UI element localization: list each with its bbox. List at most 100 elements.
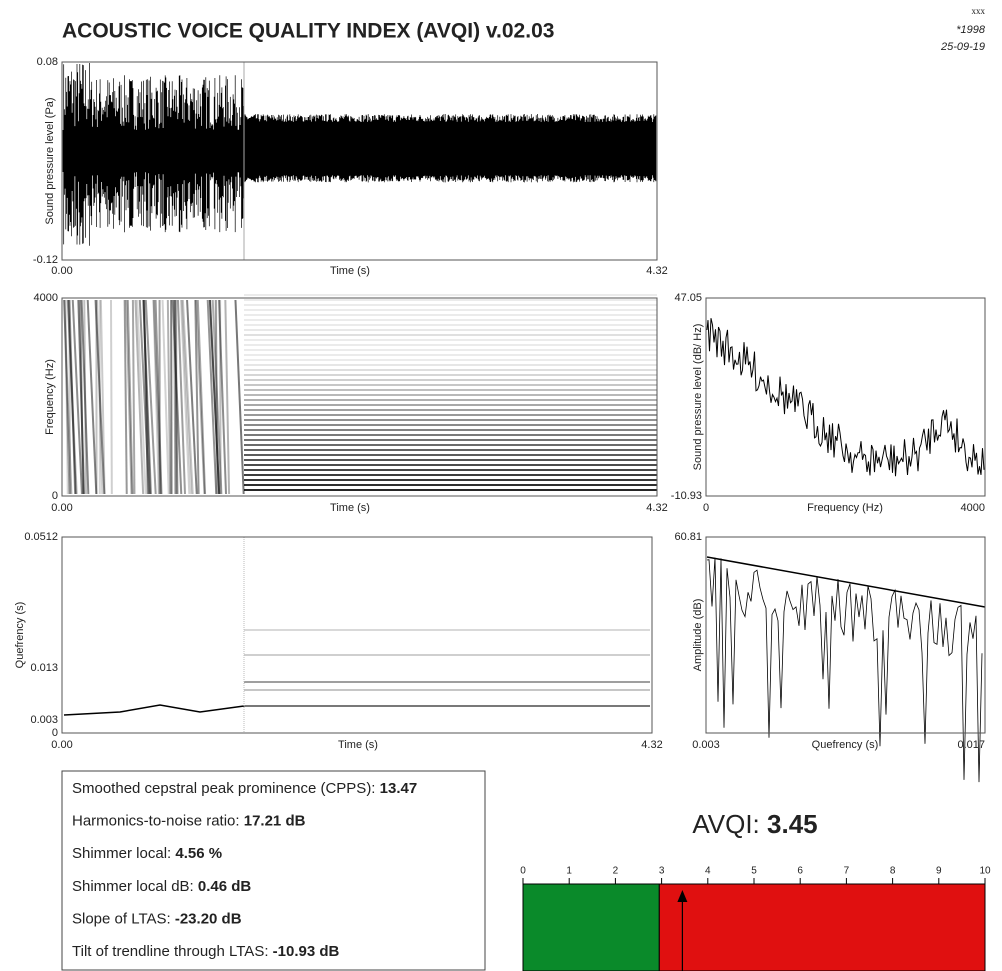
formant [214,299,219,495]
measure-label: Harmonics-to-noise ratio: [72,813,240,830]
spectrogram-plot [63,294,657,495]
axis-label: 4.32 [641,739,662,751]
axis-label: 0 [703,502,709,514]
trendline [706,556,986,608]
axis-label: 0.013 [30,662,58,674]
axis-title: Time (s) [338,739,378,751]
axis-label: -10.93 [671,490,702,502]
formant [224,299,231,495]
measure-value: -10.93 dB [273,943,340,960]
formant [80,299,90,495]
formant [161,299,170,495]
axis-label: 4000 [961,502,985,514]
scale-tick-label: 5 [751,866,757,877]
measure-value: 17.21 dB [244,813,306,830]
frame [61,61,658,261]
axis-label: 0.003 [692,739,720,751]
avqi-scale: 0 1 2 3 4 5 6 7 8 9 10 [520,866,991,971]
range-green [522,883,660,971]
measure-label: Shimmer local: [72,845,171,862]
axis-label: 4000 [34,292,58,304]
formant [173,299,179,495]
scale-tick-label: 4 [705,866,711,877]
axis-title: Time (s) [330,502,370,514]
formant [186,299,198,495]
formant [134,299,145,495]
measure-value: 13.47 [380,780,418,797]
frame [705,536,986,734]
axis-label: 0.00 [51,265,72,277]
formant [68,299,77,495]
measure-value: 4.56 % [175,845,222,862]
formant [194,299,200,495]
scale-tick-label: 6 [797,866,803,877]
formant [109,299,113,495]
axis-title: Sound pressure level (dB/ Hz) [692,324,704,471]
title: ACOUSTIC VOICE QUALITY INDEX (AVQI) v.02… [62,20,554,43]
axis-label: 47.05 [674,292,702,304]
formant [71,299,83,495]
formant [131,299,136,495]
cepstrum-plot [706,556,986,783]
formant [152,299,162,495]
scale-tick-label: 9 [936,866,942,877]
avqi-arrowhead [677,890,688,902]
axis-label: 0.003 [30,714,58,726]
range-red [658,883,986,971]
axis-title: Frequency (Hz) [807,502,883,514]
axis-label: 0.00 [51,502,72,514]
formant [208,299,221,495]
cepstrogram-plot [63,537,650,733]
frame [705,297,986,497]
formant [142,299,152,495]
formant [234,299,245,495]
scale-tick-label: 10 [979,866,991,877]
formant [154,299,163,495]
measure: Smoothed cepstral peak prominence (CPPS)… [72,780,417,797]
scale-tick-label: 0 [520,866,526,877]
formant [171,299,183,495]
formant [99,299,106,495]
measure-label: Shimmer local dB: [72,878,194,895]
axis-label: 0 [52,490,58,502]
formant [206,299,218,495]
axis-label: 0.0512 [24,531,58,543]
measure: Slope of LTAS: -23.20 dB [72,910,242,927]
formant [138,299,151,495]
formant [95,299,104,495]
formant [67,299,77,495]
formant [63,299,73,495]
scale-tick-label: 2 [613,866,619,877]
axis-title: Time (s) [330,265,370,277]
frame [61,536,653,734]
axis-label: 0 [52,727,58,739]
measure: Shimmer local dB: 0.46 dB [72,878,251,895]
formant [173,299,177,495]
cepstrum-line [706,557,983,783]
axis-title: Frequency (Hz) [44,359,56,435]
ltas-line [706,318,985,477]
formant [136,299,147,495]
scale-tick-label: 7 [844,866,850,877]
formant [66,299,78,495]
formant [77,299,86,495]
info: *1998 [956,24,986,36]
axis-title: Quefrency (s) [812,739,879,751]
formant [144,299,157,495]
formant [211,299,223,495]
avqi-value: 3.45 [767,809,818,839]
measure: Harmonics-to-noise ratio: 17.21 dB [72,813,306,830]
formant [94,299,106,495]
measure-label: Slope of LTAS: [72,910,171,927]
formant [83,299,87,495]
info: xxx [972,6,986,16]
axis-label: 0.08 [37,56,58,68]
axis-label: 0.017 [957,739,985,751]
measure-label: Tilt of trendline through LTAS: [72,943,269,960]
formant [209,299,221,495]
formant [219,299,222,495]
formant [125,299,133,495]
formant [63,299,71,495]
axis-label: 0.00 [51,739,72,751]
formant [180,299,193,495]
